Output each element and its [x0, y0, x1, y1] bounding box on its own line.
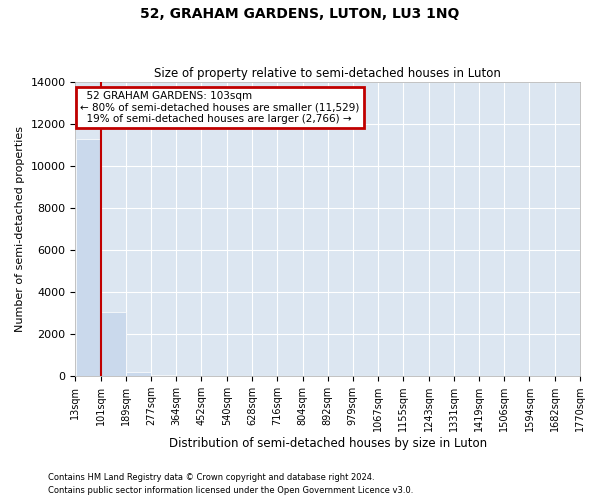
Bar	[76, 139, 100, 376]
Bar	[101, 312, 125, 376]
Text: 52 GRAHAM GARDENS: 103sqm
← 80% of semi-detached houses are smaller (11,529)
  1: 52 GRAHAM GARDENS: 103sqm ← 80% of semi-…	[80, 91, 360, 124]
Bar	[126, 372, 151, 376]
Text: Contains HM Land Registry data © Crown copyright and database right 2024.
Contai: Contains HM Land Registry data © Crown c…	[48, 474, 413, 495]
Y-axis label: Number of semi-detached properties: Number of semi-detached properties	[15, 126, 25, 332]
X-axis label: Distribution of semi-detached houses by size in Luton: Distribution of semi-detached houses by …	[169, 437, 487, 450]
Text: 52, GRAHAM GARDENS, LUTON, LU3 1NQ: 52, GRAHAM GARDENS, LUTON, LU3 1NQ	[140, 8, 460, 22]
Title: Size of property relative to semi-detached houses in Luton: Size of property relative to semi-detach…	[154, 66, 501, 80]
